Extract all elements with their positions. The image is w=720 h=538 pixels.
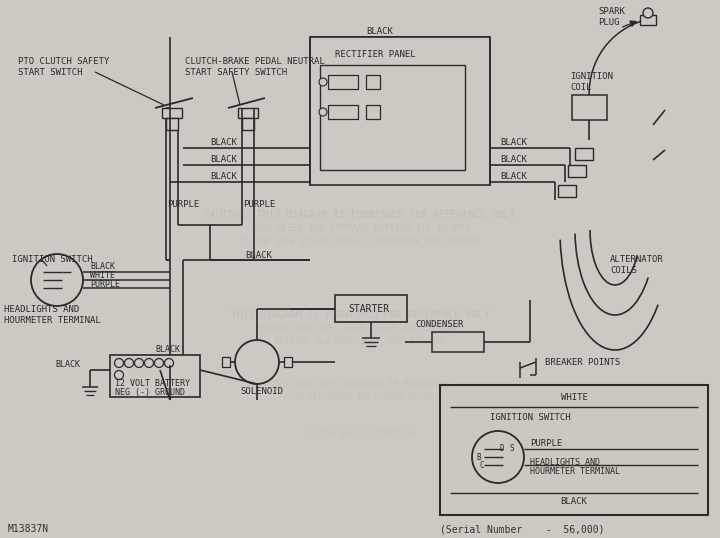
Text: BLACK: BLACK bbox=[55, 360, 80, 369]
Text: CLUTCH-BRAKE PEDAL NEUTRAL: CLUTCH-BRAKE PEDAL NEUTRAL bbox=[185, 57, 325, 66]
Text: HOURMETER TERMINAL: HOURMETER TERMINAL bbox=[530, 467, 620, 476]
Text: BLACK: BLACK bbox=[210, 155, 237, 164]
Text: ALTERNATOR: ALTERNATOR bbox=[610, 255, 664, 264]
Text: 12 VOLT BATTERY: 12 VOLT BATTERY bbox=[115, 379, 190, 388]
Text: BLACK: BLACK bbox=[500, 138, 527, 147]
Bar bbox=[328, 105, 358, 119]
Text: BLACK: BLACK bbox=[500, 155, 527, 164]
Text: IGNITION SWITCH: IGNITION SWITCH bbox=[490, 413, 571, 422]
Text: HOURMETER TERMINAL: HOURMETER TERMINAL bbox=[4, 316, 101, 325]
Circle shape bbox=[155, 358, 163, 367]
Circle shape bbox=[114, 371, 124, 379]
Text: THIS DIAGRAM IS FURNISHED FOR REFERENCE ONLY: THIS DIAGRAM IS FURNISHED FOR REFERENCE … bbox=[230, 310, 490, 320]
Text: JOHN DEERE AND COMPANY RETAINS ALL RIGHTS: JOHN DEERE AND COMPANY RETAINS ALL RIGHT… bbox=[250, 224, 470, 233]
Bar bbox=[640, 15, 656, 25]
Circle shape bbox=[235, 340, 279, 384]
Text: START SWITCH: START SWITCH bbox=[18, 68, 83, 77]
Bar bbox=[284, 357, 292, 367]
Text: SPARK: SPARK bbox=[598, 7, 625, 16]
Circle shape bbox=[472, 431, 524, 483]
Circle shape bbox=[319, 78, 327, 86]
Text: TO THE SOLE DISCRETION: TO THE SOLE DISCRETION bbox=[305, 430, 415, 439]
Text: FOR REFERENCE ONLY JOHN DEERE: FOR REFERENCE ONLY JOHN DEERE bbox=[287, 393, 433, 402]
Text: SOLENOID: SOLENOID bbox=[240, 387, 283, 396]
Bar bbox=[558, 185, 576, 197]
Bar bbox=[242, 118, 254, 130]
Text: IGNITION: IGNITION bbox=[570, 72, 613, 81]
Circle shape bbox=[643, 8, 653, 18]
Bar bbox=[310, 37, 490, 185]
Text: B: B bbox=[476, 453, 481, 462]
Text: BLACK: BLACK bbox=[90, 262, 115, 271]
Circle shape bbox=[31, 254, 83, 306]
Text: WHITE: WHITE bbox=[561, 393, 588, 402]
Text: BLACK: BLACK bbox=[210, 138, 237, 147]
Circle shape bbox=[145, 358, 153, 367]
Text: COILS: COILS bbox=[610, 266, 637, 275]
Text: NEG (-) GROUND: NEG (-) GROUND bbox=[115, 388, 185, 397]
Text: BLACK: BLACK bbox=[500, 172, 527, 181]
Bar bbox=[320, 65, 465, 170]
Text: STARTER: STARTER bbox=[348, 304, 389, 314]
Text: START SAFETY SWITCH: START SAFETY SWITCH bbox=[185, 68, 287, 77]
Bar bbox=[432, 332, 484, 352]
Text: S: S bbox=[510, 444, 515, 453]
Bar bbox=[328, 75, 358, 89]
Bar bbox=[162, 108, 182, 118]
Text: C: C bbox=[480, 461, 485, 470]
Text: TO THE SOLE DISCRETION OF JOHN DEERE AND COMPANY: TO THE SOLE DISCRETION OF JOHN DEERE AND… bbox=[240, 237, 480, 246]
Text: BREAKER POINTS: BREAKER POINTS bbox=[545, 358, 620, 367]
Text: PURPLE: PURPLE bbox=[530, 439, 562, 448]
Text: BLACK: BLACK bbox=[245, 251, 272, 260]
Text: CAUTION: THIS DIAGRAM IS FURNISHED FOR REFERENCE ONLY: CAUTION: THIS DIAGRAM IS FURNISHED FOR R… bbox=[204, 210, 516, 220]
Text: CONDENSER: CONDENSER bbox=[415, 320, 464, 329]
Circle shape bbox=[125, 358, 133, 367]
Text: IGNITION SWITCH: IGNITION SWITCH bbox=[12, 255, 93, 264]
Text: PURPLE: PURPLE bbox=[167, 200, 199, 209]
Text: RECTIFIER PANEL: RECTIFIER PANEL bbox=[335, 50, 415, 59]
Bar bbox=[366, 75, 380, 89]
Bar bbox=[572, 95, 607, 120]
Bar bbox=[222, 357, 230, 367]
Bar bbox=[440, 385, 708, 515]
Text: HEADLIGHTS AND: HEADLIGHTS AND bbox=[4, 305, 79, 314]
Bar bbox=[366, 105, 380, 119]
Text: HEADLIGHTS AND: HEADLIGHTS AND bbox=[530, 458, 600, 467]
Circle shape bbox=[114, 358, 124, 367]
Bar bbox=[575, 148, 593, 160]
Text: M13837N: M13837N bbox=[8, 524, 49, 534]
Text: BLACK: BLACK bbox=[561, 497, 588, 506]
Text: PURPLE: PURPLE bbox=[90, 280, 120, 289]
Text: BLACK: BLACK bbox=[210, 172, 237, 181]
Text: BLACK: BLACK bbox=[366, 27, 393, 36]
Text: WHITE: WHITE bbox=[90, 271, 115, 280]
Text: CAUTION: THIS DIAGRAM IS FURNISHED: CAUTION: THIS DIAGRAM IS FURNISHED bbox=[269, 380, 451, 389]
Text: PTO CLUTCH SAFETY: PTO CLUTCH SAFETY bbox=[18, 57, 109, 66]
Text: PRODUCTION USE: JOHN DEERE AND COMPANY: PRODUCTION USE: JOHN DEERE AND COMPANY bbox=[258, 324, 462, 333]
Circle shape bbox=[135, 358, 143, 367]
Text: RETAINS ALL RIGHTS OF THIS DIAGRAM: RETAINS ALL RIGHTS OF THIS DIAGRAM bbox=[275, 337, 445, 346]
Text: (Serial Number    -  56,000): (Serial Number - 56,000) bbox=[440, 524, 605, 534]
Text: BLACK: BLACK bbox=[155, 345, 180, 354]
Bar bbox=[110, 355, 200, 397]
Text: COIL: COIL bbox=[570, 83, 592, 92]
Text: D: D bbox=[500, 444, 505, 453]
Circle shape bbox=[164, 358, 174, 367]
Bar bbox=[335, 295, 407, 322]
Bar bbox=[568, 165, 586, 177]
Circle shape bbox=[319, 108, 327, 116]
Text: PURPLE: PURPLE bbox=[243, 200, 275, 209]
Bar bbox=[166, 118, 178, 130]
Text: PLUG: PLUG bbox=[598, 18, 619, 27]
Bar bbox=[238, 108, 258, 118]
